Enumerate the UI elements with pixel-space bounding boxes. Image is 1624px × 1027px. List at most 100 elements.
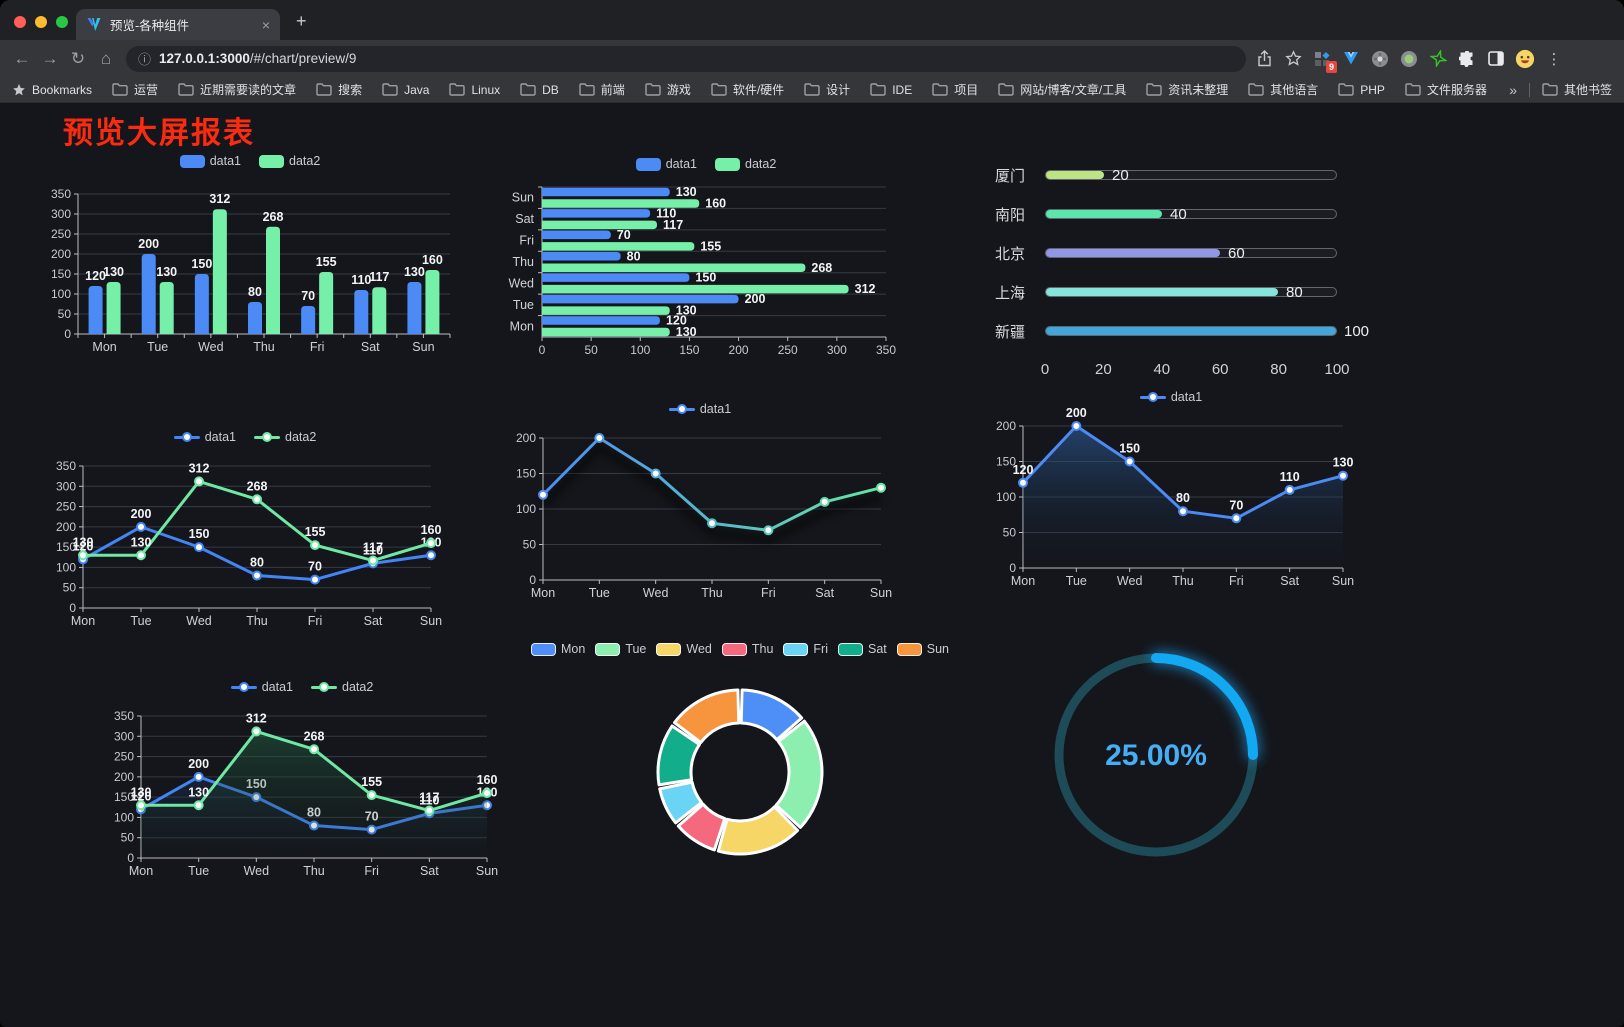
url-bar[interactable]: ⓘ 127.0.0.1:3000/#/chart/preview/9 <box>126 45 1246 72</box>
legend-label: Fri <box>813 642 828 656</box>
profile-avatar[interactable] <box>1515 49 1535 69</box>
legend-label: Thu <box>751 642 774 656</box>
browser-tab[interactable]: 预览-各种组件 × <box>76 9 280 40</box>
bookmark-folder-item[interactable]: DB <box>520 83 559 97</box>
svg-text:250: 250 <box>51 227 71 241</box>
svg-text:70: 70 <box>1229 498 1243 512</box>
bookmark-label: PHP <box>1360 82 1385 97</box>
bookmark-folder-item[interactable]: 搜索 <box>316 81 362 98</box>
chart-canvas: 0 50 100 150 200 Mon Tue Wed Thu Fri Sat Sun <box>516 431 892 600</box>
legend-item-data2[interactable]: data2 <box>259 154 320 168</box>
svg-text:70: 70 <box>308 560 322 574</box>
svg-text:312: 312 <box>209 192 230 206</box>
progress-track: 80 <box>1045 284 1337 301</box>
bookmark-folder-item[interactable]: IDE <box>870 83 912 97</box>
home-icon[interactable]: ⌂ <box>100 48 112 68</box>
svg-text:Mon: Mon <box>92 340 116 354</box>
legend-label: data1 <box>209 154 241 168</box>
svg-text:130: 130 <box>73 535 94 549</box>
back-icon[interactable]: ← <box>13 48 31 68</box>
svg-text:Tue: Tue <box>188 864 209 878</box>
svg-text:300: 300 <box>114 729 134 743</box>
legend-item-data1[interactable]: data1 <box>668 402 731 416</box>
bookmark-folder-item[interactable]: 网站/博客/文章/工具 <box>998 81 1126 98</box>
svg-text:268: 268 <box>304 729 325 743</box>
legend-item-data2[interactable]: data2 <box>311 680 373 694</box>
legend-item-Sat[interactable]: Sat <box>838 642 887 656</box>
gradient-line-chart: data1 0 50 100 150 200 Mon Tue Wed Thu Fri Sat Sun <box>505 398 895 610</box>
info-icon[interactable]: ⓘ <box>138 52 152 67</box>
svg-text:Thu: Thu <box>512 255 534 269</box>
extension-star-icon[interactable] <box>1428 49 1448 69</box>
legend-item-Wed[interactable]: Wed <box>656 642 712 656</box>
svg-text:150: 150 <box>56 540 76 554</box>
traffic-light-minimize[interactable] <box>35 16 47 28</box>
sidepanel-icon[interactable] <box>1486 49 1506 69</box>
bookmark-folder-item[interactable]: 其他语言 <box>1248 81 1318 98</box>
gauge-value-label: 25.00% <box>1105 739 1207 772</box>
svg-text:200: 200 <box>729 343 749 357</box>
other-bookmarks-folder[interactable]: 其他书签 <box>1542 81 1612 98</box>
legend-item-data2[interactable]: data2 <box>715 157 776 171</box>
legend-item-Fri[interactable]: Fri <box>783 642 828 656</box>
vue-devtools-icon[interactable] <box>1341 49 1361 69</box>
legend-marker <box>656 642 682 656</box>
url-path: /#/chart/preview/9 <box>249 50 357 66</box>
legend-label: data2 <box>342 680 374 694</box>
bookmarks-manager-item[interactable]: Bookmarks <box>12 83 92 97</box>
traffic-light-close[interactable] <box>14 16 26 28</box>
bookmark-folder-item[interactable]: Linux <box>449 83 500 97</box>
svg-text:312: 312 <box>246 711 267 725</box>
extension-grid-icon[interactable]: 9 <box>1312 49 1337 73</box>
close-tab-icon[interactable]: × <box>261 16 270 33</box>
svg-text:150: 150 <box>191 257 212 271</box>
svg-text:Sun: Sun <box>412 340 434 354</box>
bookmark-folder-item[interactable]: 运营 <box>112 81 158 98</box>
svg-text:130: 130 <box>156 265 177 279</box>
bookmark-folder-item[interactable]: 资讯未整理 <box>1146 81 1228 98</box>
legend-item-Mon[interactable]: Mon <box>530 642 585 656</box>
bookmark-folder-item[interactable]: 近期需要读的文章 <box>178 81 296 98</box>
bookmark-star-icon[interactable] <box>1283 49 1303 69</box>
svg-text:100: 100 <box>996 490 1016 504</box>
bookmark-folder-item[interactable]: 软件/硬件 <box>711 81 784 98</box>
svg-text:80: 80 <box>627 249 641 263</box>
svg-text:110: 110 <box>363 543 383 557</box>
svg-text:50: 50 <box>63 581 77 595</box>
traffic-light-zoom[interactable] <box>56 16 68 28</box>
bookmark-folder-item[interactable]: 设计 <box>804 81 850 98</box>
extensions-puzzle-icon[interactable] <box>1457 49 1477 69</box>
bookmark-folder-item[interactable]: PHP <box>1338 83 1385 97</box>
bookmark-folder-item[interactable]: 项目 <box>932 81 978 98</box>
legend-marker <box>838 642 863 656</box>
legend-item-Tue[interactable]: Tue <box>595 642 646 656</box>
legend-label: Sat <box>868 642 887 656</box>
bookmark-label: 资讯未整理 <box>1168 83 1229 97</box>
forward-icon[interactable]: → <box>41 48 59 68</box>
share-icon[interactable] <box>1254 49 1274 69</box>
bookmark-folder-item[interactable]: Java <box>382 83 429 97</box>
extension-record-icon[interactable] <box>1399 49 1419 69</box>
chart-canvas: 25.00% <box>1054 653 1258 857</box>
page-title: 预览大屏报表 <box>63 117 255 150</box>
menu-kebab-icon[interactable]: ⋮ <box>1546 50 1562 68</box>
legend-item-Sun[interactable]: Sun <box>896 642 949 656</box>
extension-circle-icon[interactable] <box>1370 49 1390 69</box>
legend-item-data1[interactable]: data1 <box>1139 390 1202 404</box>
legend-item-data1[interactable]: data1 <box>230 680 293 694</box>
legend-item-data1[interactable]: data1 <box>635 157 697 171</box>
bookmark-folder-item[interactable]: 前端 <box>579 81 625 98</box>
new-tab-button[interactable]: + <box>296 11 307 31</box>
legend-item-Thu[interactable]: Thu <box>721 642 774 656</box>
legend-item-data1[interactable]: data1 <box>179 154 241 168</box>
reload-icon[interactable]: ↻ <box>70 48 86 68</box>
bookmark-folder-item[interactable]: 游戏 <box>645 81 691 98</box>
legend-item-data2[interactable]: data2 <box>254 430 316 444</box>
legend-item-data1[interactable]: data1 <box>173 430 236 444</box>
bookmark-folder-item[interactable]: 文件服务器 <box>1405 81 1487 98</box>
svg-text:Thu: Thu <box>253 340 275 354</box>
svg-text:130: 130 <box>103 265 124 279</box>
svg-text:150: 150 <box>1119 442 1140 456</box>
bookmarks-overflow-chevron[interactable]: » <box>1509 81 1517 98</box>
svg-text:Sat: Sat <box>515 212 534 226</box>
